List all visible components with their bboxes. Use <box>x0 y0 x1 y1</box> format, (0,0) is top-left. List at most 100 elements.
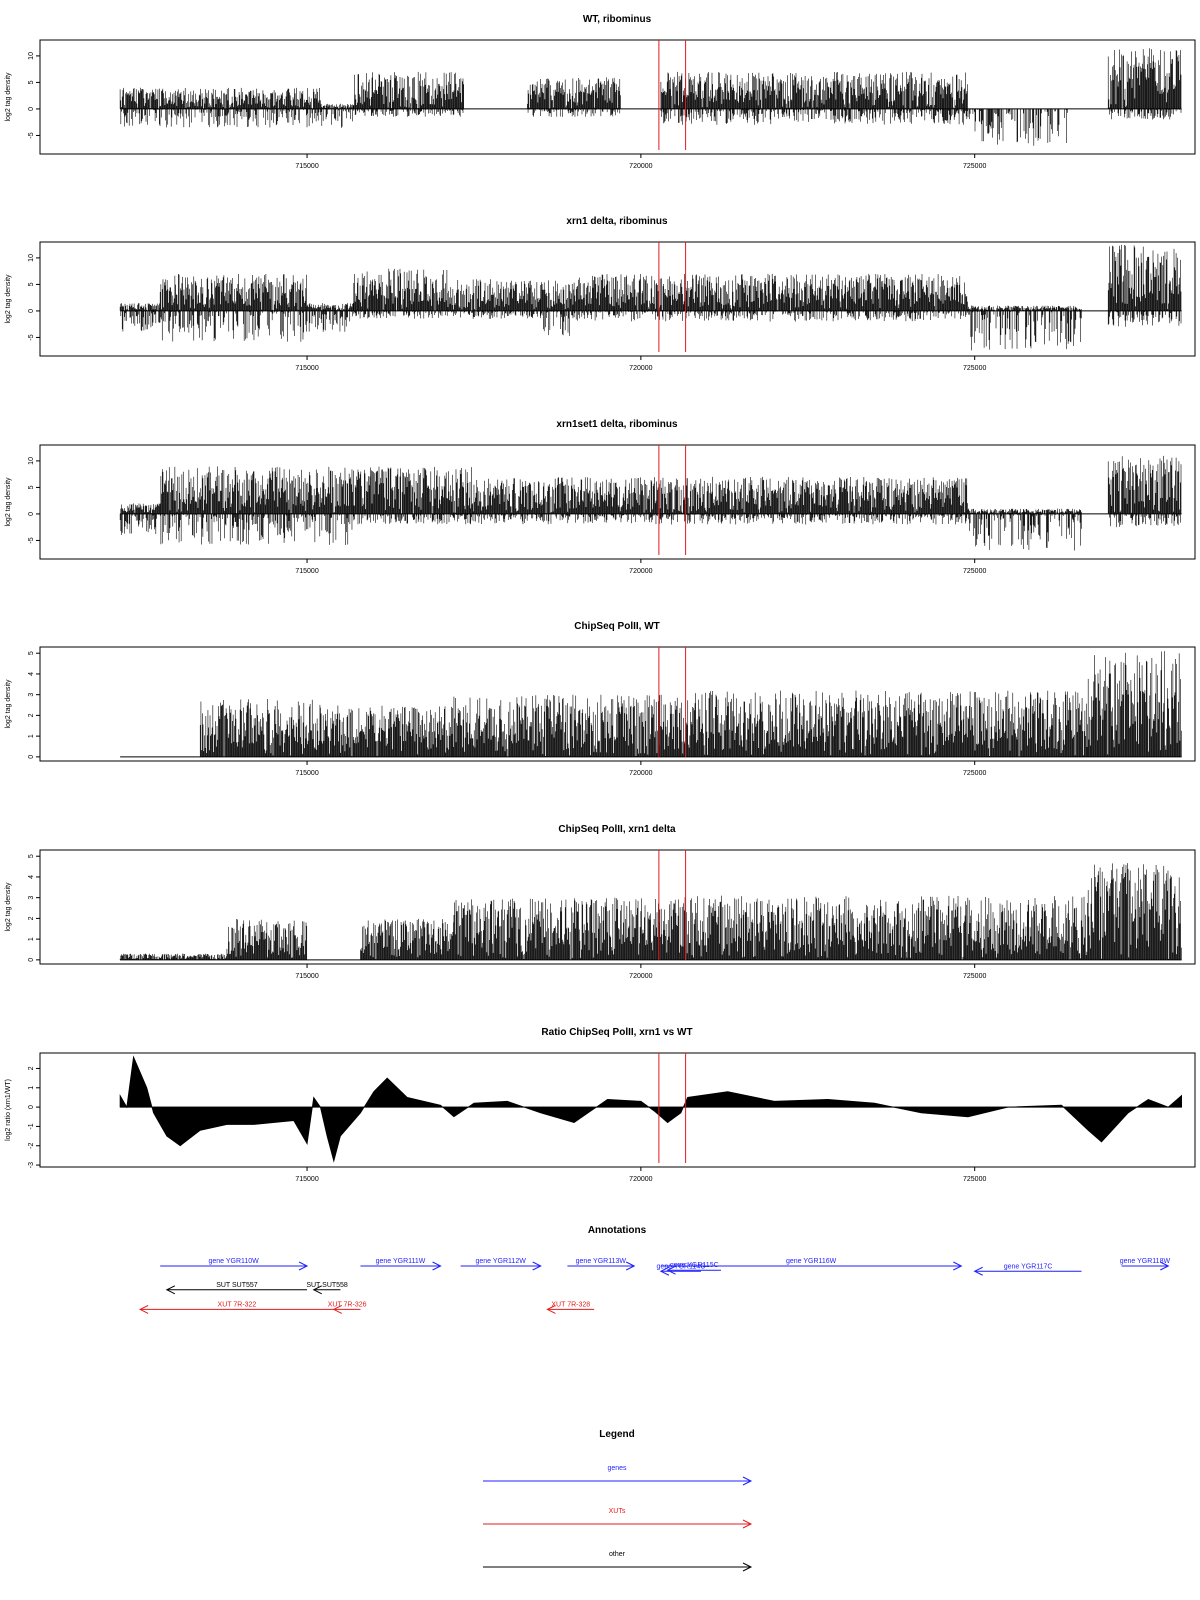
annotation-feature: XUT 7R-322 <box>139 1301 334 1314</box>
annotation-feature: SUT SUT558 <box>306 1282 348 1295</box>
ratio-area <box>119 1055 1182 1163</box>
panel-title: xrn1set1 delta, ribominus <box>556 419 678 430</box>
y-tick-label: 2 <box>28 1066 35 1070</box>
y-tick-label: 2 <box>28 713 35 717</box>
legend-entry-arrowhead <box>742 1476 753 1486</box>
feature-arrowhead <box>532 1261 542 1271</box>
feature-label: gene YGR111W <box>376 1258 426 1265</box>
annotation-feature: gene YGR111W <box>360 1258 442 1271</box>
feature-label: gene YGR115C <box>670 1262 719 1269</box>
y-tick-label: -5 <box>28 132 35 138</box>
y-tick-label: 0 <box>28 309 35 313</box>
y-tick-label: 3 <box>28 896 35 900</box>
feature-label: gene YGR118W <box>1120 1258 1171 1265</box>
data-track <box>119 244 1182 351</box>
feature-arrowhead <box>625 1261 636 1271</box>
annotation-feature: gene YGR116W <box>660 1258 963 1271</box>
y-tick-label: 4 <box>28 875 35 879</box>
feature-label: XUT 7R-328 <box>551 1301 590 1308</box>
y-tick-label: 5 <box>28 854 35 858</box>
x-tick-label: 725000 <box>963 973 986 980</box>
feature-arrowhead <box>165 1285 176 1295</box>
feature-label: XUT 7R-326 <box>328 1301 367 1308</box>
x-tick-label: 720000 <box>629 365 652 372</box>
x-tick-label: 720000 <box>629 770 652 777</box>
y-tick-label: -3 <box>28 1162 35 1168</box>
panel-title: xrn1 delta, ribominus <box>566 216 668 227</box>
x-tick-label: 715000 <box>295 568 318 575</box>
feature-label: gene YGR116W <box>786 1258 837 1265</box>
feature-arrowhead <box>298 1261 309 1271</box>
x-tick-label: 725000 <box>963 770 986 777</box>
data-track <box>119 455 1182 551</box>
y-tick-label: 1 <box>28 937 35 941</box>
y-tick-label: 5 <box>28 651 35 655</box>
annotation-feature: SUT SUT557 <box>165 1282 308 1295</box>
legend-title: Legend <box>599 1429 635 1440</box>
legend-entry-label: other <box>609 1551 626 1558</box>
y-tick-label: 0 <box>28 107 35 111</box>
x-tick-label: 725000 <box>963 163 986 170</box>
annotation-feature: XUT 7R-326 <box>328 1301 367 1314</box>
panel-title: ChipSeq PolII, WT <box>574 621 660 632</box>
y-tick-label: 1 <box>28 1086 35 1090</box>
chart-panel-4: ChipSeq PolII, WT 715000 720000 725000 0 1 2 3 4… <box>5 621 1196 777</box>
data-track <box>119 1055 1182 1163</box>
legend-entry: XUTs <box>483 1508 753 1529</box>
x-tick-label: 725000 <box>963 365 986 372</box>
y-tick-label: 10 <box>28 457 35 465</box>
annotation-feature: gene YGR115C <box>666 1262 721 1275</box>
x-tick-label: 725000 <box>963 568 986 575</box>
y-axis-label: log2 ratio (xrn1/WT) <box>5 1079 12 1141</box>
x-tick-label: 715000 <box>295 365 318 372</box>
y-tick-label: 5 <box>28 282 35 286</box>
legend-entry: other <box>483 1551 753 1572</box>
annotations-title: Annotations <box>588 1225 647 1236</box>
chart-panel-3: xrn1set1 delta, ribominus 715000 720000 725… <box>5 419 1196 575</box>
plot-frame <box>39 1052 1196 1168</box>
annotations-section: Annotations gene YGR110W gene YGR111W gene … <box>139 1225 1171 1314</box>
y-tick-label: 3 <box>28 693 35 697</box>
x-tick-label: 725000 <box>963 1176 986 1183</box>
annotation-feature: gene YGR114C <box>657 1263 705 1276</box>
panel-title: Ratio ChipSeq PolII, xrn1 vs WT <box>541 1027 692 1038</box>
y-tick-label: 0 <box>28 512 35 516</box>
panel-title: ChipSeq PolII, xrn1 delta <box>558 824 676 835</box>
x-tick-label: 720000 <box>629 568 652 575</box>
y-tick-label: 10 <box>28 52 35 60</box>
feature-arrowhead <box>332 1304 342 1314</box>
legend-section: Legend genes XUTs other <box>483 1429 753 1572</box>
y-axis-label: log2 tag density <box>5 477 12 527</box>
feature-arrowhead <box>139 1304 149 1314</box>
plot-frame <box>39 849 1196 965</box>
signal-bars <box>119 455 1182 551</box>
feature-arrowhead <box>432 1261 442 1271</box>
feature-arrowhead <box>666 1265 676 1275</box>
y-tick-label: -2 <box>28 1143 35 1149</box>
plot-frame <box>39 646 1196 762</box>
feature-label: SUT SUT558 <box>306 1282 348 1289</box>
feature-label: gene YGR117C <box>1004 1263 1053 1270</box>
x-tick-label: 720000 <box>629 973 652 980</box>
y-tick-label: -5 <box>28 537 35 543</box>
y-tick-label: 10 <box>28 254 35 262</box>
x-tick-label: 715000 <box>295 770 318 777</box>
feature-label: XUT 7R-322 <box>218 1301 257 1308</box>
feature-arrowhead <box>973 1266 983 1276</box>
feature-arrowhead <box>953 1261 963 1271</box>
annotation-feature: gene YGR112W <box>460 1258 542 1271</box>
chart-panel-1: WT, ribominus 715000 720000 725000 -5 0 5 10 log… <box>5 14 1196 170</box>
chart-panel-2: xrn1 delta, ribominus 715000 720000 725000 -… <box>5 216 1196 372</box>
plot-frame <box>39 241 1196 357</box>
y-tick-label: 4 <box>28 672 35 676</box>
chart-panel-6: Ratio ChipSeq PolII, xrn1 vs WT 715000 720… <box>5 1027 1196 1183</box>
signal-bars <box>199 651 1182 757</box>
x-tick-label: 720000 <box>629 1176 652 1183</box>
feature-label: gene YGR113W <box>576 1258 627 1265</box>
feature-arrowhead <box>312 1285 322 1295</box>
x-tick-label: 720000 <box>629 163 652 170</box>
y-axis-label: log2 tag density <box>5 274 12 324</box>
y-tick-label: 1 <box>28 734 35 738</box>
x-tick-label: 715000 <box>295 1176 318 1183</box>
